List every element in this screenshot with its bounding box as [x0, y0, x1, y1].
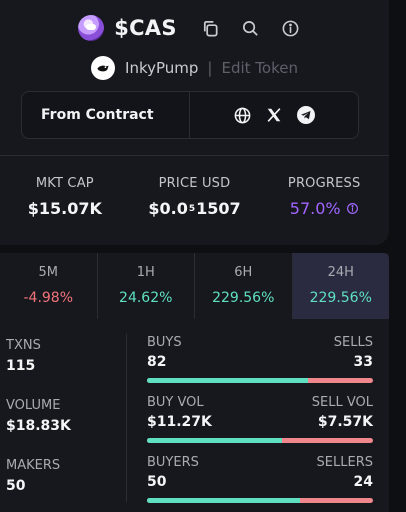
buys-value: 82: [147, 354, 167, 370]
stats-row: MKT CAP $15.07K PRICE USD $0.0 5 1507 PROG…: [0, 176, 389, 218]
period-change: 229.56%: [309, 290, 372, 306]
sellers-value: 24: [353, 474, 373, 490]
buys-sells-row: BUYS SELLS 82 33: [147, 335, 373, 383]
sell-vol-value: $7.57K: [317, 414, 373, 430]
buys-sells-bar: [147, 378, 373, 383]
contract-bar: From Contract: [21, 91, 359, 139]
stat-label: MKT CAP: [35, 176, 94, 191]
buyers-fill: [147, 498, 300, 503]
edit-token-link[interactable]: Edit Token: [221, 59, 298, 77]
price-zero-count: 5: [188, 203, 196, 214]
volume-row: BUY VOL SELL VOL $11.27K $7.57K: [147, 395, 373, 443]
period-tabs: 5M -4.98% 1H 24.62% 6H 229.56% 24H 229.5…: [0, 253, 389, 319]
x-icon[interactable]: [263, 104, 285, 126]
stat-mkt-cap: MKT CAP $15.07K: [0, 176, 130, 218]
price-suffix: 1507: [196, 199, 241, 218]
price-value: $0.0 5 1507: [130, 199, 260, 218]
volume-value: $18.83K: [6, 418, 71, 434]
period-label: 6H: [234, 265, 253, 280]
buy-vol-fill: [147, 438, 283, 443]
creator-name[interactable]: InkyPump: [125, 59, 199, 77]
buys-label: BUYS: [147, 335, 182, 350]
volume-label: VOLUME: [6, 398, 61, 413]
sellers-label: SELLERS: [316, 455, 373, 470]
progress-percent: 57.0%: [289, 199, 341, 218]
from-contract-button[interactable]: From Contract: [22, 92, 190, 138]
buy-vol-value: $11.27K: [147, 414, 212, 430]
info-icon[interactable]: [346, 202, 359, 215]
copy-icon[interactable]: [200, 17, 222, 39]
txns-block: TXNS 115: [6, 338, 126, 374]
stat-progress: PROGRESS 57.0%: [259, 176, 389, 218]
txns-label: TXNS: [6, 338, 41, 353]
sells-label: SELLS: [333, 335, 373, 350]
period-change: -4.98%: [23, 290, 74, 306]
buyers-label: BUYERS: [147, 455, 199, 470]
txns-value: 115: [6, 358, 36, 374]
separator: |: [207, 59, 213, 77]
buys-fill: [147, 378, 309, 383]
makers-block: MAKERS 50: [6, 458, 126, 494]
makers-value: 50: [6, 478, 26, 494]
period-change: 24.62%: [119, 290, 173, 306]
column-divider: [126, 334, 127, 502]
buyers-sellers-row: BUYERS SELLERS 50 24: [147, 455, 373, 503]
sells-value: 33: [353, 354, 373, 370]
info-icon[interactable]: [280, 17, 302, 39]
telegram-icon[interactable]: [295, 104, 317, 126]
stat-label: PRICE USD: [158, 176, 231, 191]
price-prefix: $0.0: [148, 199, 188, 218]
sell-vol-label: SELL VOL: [311, 395, 373, 410]
social-links: [190, 92, 358, 138]
makers-label: MAKERS: [6, 458, 61, 473]
creator-row: InkyPump | Edit Token: [0, 54, 389, 82]
tab-24h[interactable]: 24H 229.56%: [292, 253, 389, 319]
creator-avatar: [91, 56, 116, 80]
period-label: 5M: [38, 265, 59, 280]
progress-value: 57.0%: [259, 199, 389, 218]
buyers-sellers-bar: [147, 498, 373, 503]
volume-bar: [147, 438, 373, 443]
buy-vol-label: BUY VOL: [147, 395, 204, 410]
header-divider: [0, 155, 389, 156]
search-icon[interactable]: [240, 17, 262, 39]
tab-5m[interactable]: 5M -4.98%: [0, 253, 98, 319]
period-change: 229.56%: [212, 290, 275, 306]
token-logo: [78, 15, 105, 41]
trade-stats-panel: TXNS 115 VOLUME $18.83K MAKERS 50 BUYS S…: [0, 319, 389, 512]
tab-6h[interactable]: 6H 229.56%: [195, 253, 293, 319]
mkt-cap-value: $15.07K: [27, 199, 102, 218]
volume-block: VOLUME $18.83K: [6, 398, 126, 434]
globe-icon[interactable]: [231, 104, 253, 126]
title-row: $CAS: [0, 12, 389, 44]
token-ticker: $CAS: [114, 16, 177, 40]
buyers-value: 50: [147, 474, 167, 490]
stat-label: PROGRESS: [287, 176, 361, 191]
token-header-card: $CAS InkyPump | Edit Token From Contract: [0, 0, 389, 245]
stat-price: PRICE USD $0.0 5 1507: [130, 176, 260, 218]
tab-1h[interactable]: 1H 24.62%: [98, 253, 195, 319]
period-label: 24H: [327, 265, 354, 280]
period-label: 1H: [136, 265, 155, 280]
